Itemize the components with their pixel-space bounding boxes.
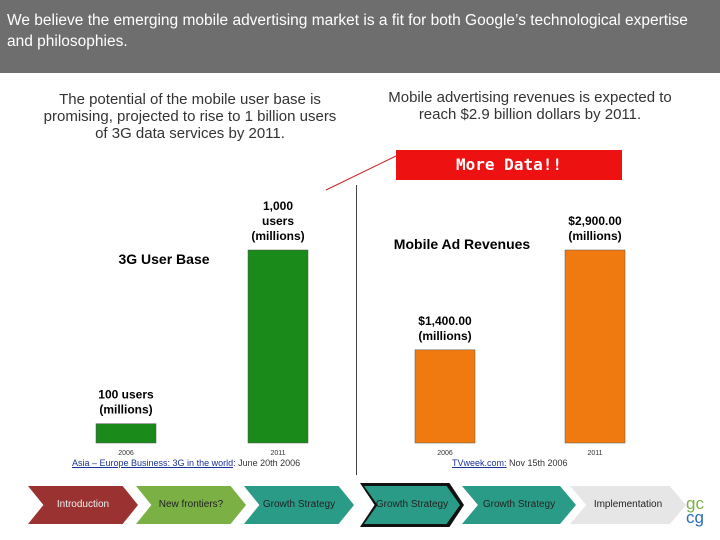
ad-revenue-source-link[interactable]: TVweek.com: [452, 458, 507, 468]
data-label: (millions) [251, 229, 304, 243]
data-label: $2,900.00 [568, 214, 622, 228]
tab-growth-strategy-2[interactable]: Growth Strategy [364, 486, 460, 524]
tick-label-2011: 2011 [587, 450, 602, 457]
bar-2006 [96, 424, 156, 443]
tab-growth-strategy-1[interactable]: Growth Strategy [244, 486, 354, 524]
user-base-source-link[interactable]: Asia – Europe Business: 3G in the world [72, 458, 233, 468]
data-label: (millions) [99, 403, 152, 417]
tab-implementation[interactable]: Implementation [570, 486, 686, 524]
user-base-source-date: : June 20th 2006 [233, 458, 300, 468]
bar-2006 [415, 350, 475, 443]
data-label: $1,400.00 [418, 314, 472, 328]
user-base-source: Asia – Europe Business: 3G in the world:… [72, 458, 300, 468]
tab-introduction[interactable]: Introduction [28, 486, 138, 524]
callout-pointer-line [326, 156, 396, 190]
tick-label-2006: 2006 [437, 450, 453, 457]
chart-title: Mobile Ad Revenues [394, 236, 531, 252]
navigation-bar: Introduction New frontiers? Growth Strat… [0, 486, 720, 524]
chart-title: 3G User Base [118, 251, 209, 267]
data-label: 1,000 [263, 199, 293, 213]
bar-2011 [248, 250, 308, 443]
ad-revenue-chart: Mobile Ad Revenues$1,400.00(millions)200… [394, 214, 625, 457]
tick-label-2011: 2011 [270, 450, 285, 457]
ad-revenue-source-date: Nov 15th 2006 [507, 458, 568, 468]
tab-new-frontiers[interactable]: New frontiers? [136, 486, 246, 524]
data-label: users [262, 214, 294, 228]
tab-growth-strategy-3[interactable]: Growth Strategy [462, 486, 576, 524]
data-label: (millions) [568, 229, 621, 243]
tick-label-2006: 2006 [118, 450, 134, 457]
data-label: (millions) [418, 329, 471, 343]
logo-line-2: cg [686, 511, 714, 525]
company-logo: gc cg [686, 497, 714, 533]
data-label: 100 users [98, 388, 154, 402]
bar-2011 [565, 250, 625, 443]
ad-revenue-source: TVweek.com: Nov 15th 2006 [452, 458, 568, 468]
